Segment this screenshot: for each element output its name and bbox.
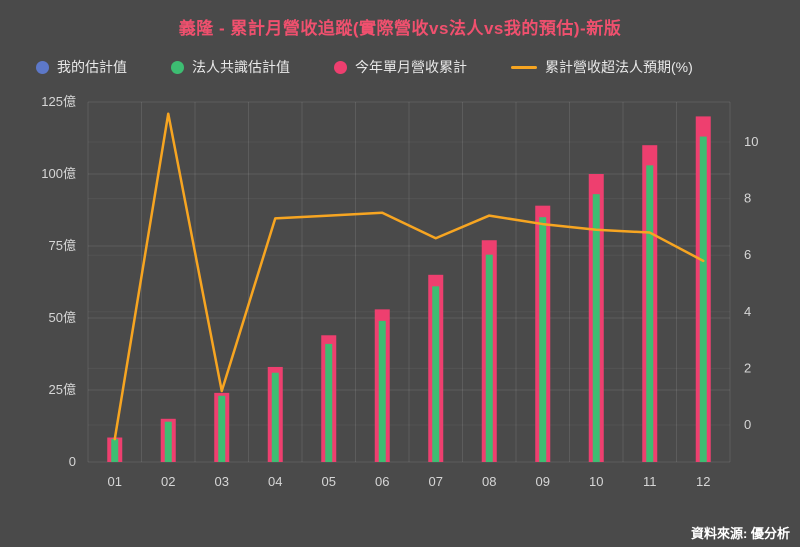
right-axis-tick: 2: [744, 360, 751, 375]
bar: [218, 395, 226, 462]
left-axis-tick: 75億: [49, 238, 76, 253]
left-axis-tick: 0: [69, 454, 76, 469]
x-axis-tick: 12: [696, 474, 710, 489]
legend-label-consensus-estimate: 法人共識估計值: [192, 59, 290, 75]
x-axis-tick: 07: [429, 474, 443, 489]
bar: [699, 136, 707, 462]
x-axis-tick: 04: [268, 474, 282, 489]
bar: [592, 194, 600, 462]
legend-label-beat-consensus-pct: 累計營收超法人預期(%): [545, 59, 693, 75]
chart-title: 義隆 - 累計月營收追蹤(實際營收vs法人vs我的預估)-新版: [178, 19, 622, 38]
bar: [111, 438, 119, 462]
x-axis-tick: 03: [215, 474, 229, 489]
right-axis-tick: 8: [744, 191, 751, 206]
page: { "theme": { "background": "#4a4a4a", "t…: [0, 14, 800, 547]
legend-label-my-estimate: 我的估計值: [57, 59, 127, 75]
bar: [539, 217, 547, 462]
consensus-estimate-marker-icon: [171, 60, 184, 74]
legend-item-monthly-cumulative[interactable]: 今年單月營收累計: [334, 57, 467, 77]
bar: [271, 372, 279, 462]
x-axis-tick: 11: [643, 474, 657, 489]
bar: [325, 343, 333, 462]
x-axis-tick: 02: [161, 474, 175, 489]
line-series: [113, 112, 705, 441]
left-axis-tick: 125億: [41, 94, 76, 109]
legend: 我的估計值 法人共識估計值 今年單月營收累計 累計營收超法人預期(%): [36, 57, 800, 77]
legend-item-my-estimate[interactable]: 我的估計值: [36, 57, 127, 77]
bar: [432, 286, 440, 462]
x-axis-tick: 05: [322, 474, 336, 489]
legend-item-consensus-estimate[interactable]: 法人共識估計值: [171, 57, 290, 77]
bar: [646, 165, 654, 463]
legend-label-monthly-cumulative: 今年單月營收累計: [355, 59, 467, 75]
bar: [378, 320, 386, 462]
beat-consensus-line-marker-icon: [511, 65, 537, 69]
x-axis-tick: 09: [536, 474, 550, 489]
right-axis-tick: 6: [744, 247, 751, 262]
x-axis-tick: 01: [108, 474, 122, 489]
right-axis-tick: 10: [744, 134, 758, 149]
bar: [164, 421, 172, 462]
left-axis-tick: 25億: [49, 382, 76, 397]
right-axis-tick: 0: [744, 417, 751, 432]
monthly-cumulative-marker-icon: [334, 60, 347, 74]
left-axis-tick: 50億: [49, 310, 76, 325]
x-axis-tick: 10: [589, 474, 603, 489]
my-estimate-marker-icon: [36, 60, 49, 74]
left-axis-tick: 100億: [41, 166, 76, 181]
right-axis-tick: 4: [744, 304, 751, 319]
bar: [485, 254, 493, 462]
x-axis-tick: 06: [375, 474, 389, 489]
x-axis-tick: 08: [482, 474, 496, 489]
legend-item-beat-consensus-pct[interactable]: 累計營收超法人預期(%): [511, 57, 693, 77]
